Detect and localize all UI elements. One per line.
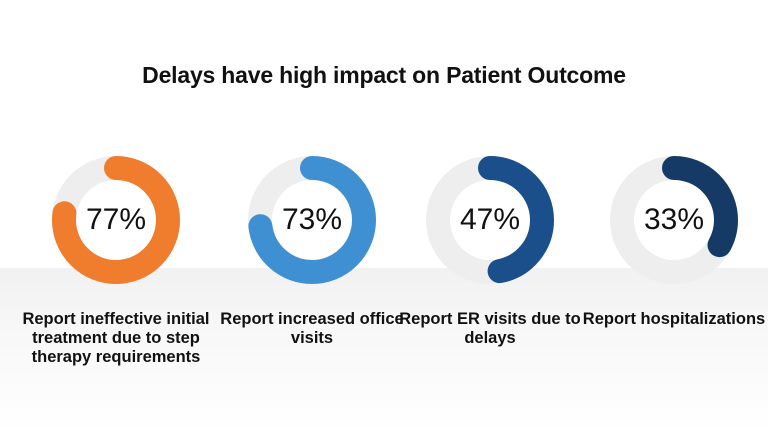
donut-hospitalizations xyxy=(610,156,738,284)
stat-label: Report hospitalizations xyxy=(582,310,766,328)
donut-arc-ineffective-treatment xyxy=(52,156,180,284)
donut-arc-er-visits xyxy=(426,156,554,284)
stat-ineffective-treatment: 77% Report ineffective initial treatment… xyxy=(16,156,216,416)
stat-hospitalizations: 33% Report hospitalizations xyxy=(574,156,768,416)
stat-office-visits: 73% Report increased office visits xyxy=(212,156,412,416)
donut-office-visits xyxy=(248,156,376,284)
background-floor xyxy=(0,268,768,432)
percent-value: 73% xyxy=(281,203,343,236)
donut-er-visits xyxy=(426,156,554,284)
donut-ineffective-treatment xyxy=(52,156,180,284)
percent-value: 47% xyxy=(459,203,521,236)
percent-value: 77% xyxy=(85,203,147,236)
donut-arc-hospitalizations xyxy=(610,156,738,284)
percent-value: 33% xyxy=(643,203,705,236)
stat-label: Report ER visits due to delays xyxy=(399,310,581,347)
donut-arc-office-visits xyxy=(248,156,376,284)
stat-er-visits: 47% Report ER visits due to delays xyxy=(390,156,590,416)
stat-label: Report increased office visits xyxy=(220,310,404,347)
stat-label: Report ineffective initial treatment due… xyxy=(22,310,210,366)
page-title: Delays have high impact on Patient Outco… xyxy=(142,62,626,88)
